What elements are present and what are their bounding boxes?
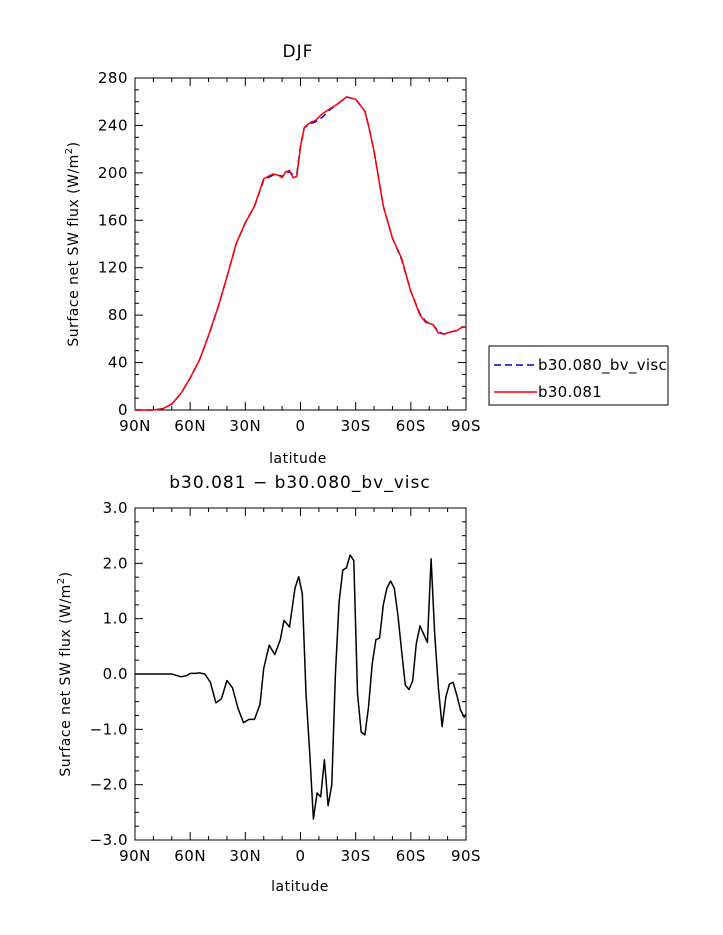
bottom-y-tick-label: −1.0 [90,720,128,738]
top-x-tick-label: 60S [396,417,426,435]
top-series-line-b30-081 [135,96,466,411]
top-chart-title: DJF [283,42,314,62]
bottom-x-tick-label: 60N [174,847,206,865]
bottom-series-line-0 [135,554,467,820]
bottom-y-tick-label: −3.0 [90,831,128,849]
top-y-tick-label: 160 [98,211,128,229]
bottom-y-axis-label: Surface net SW flux (W/m2) [56,571,74,776]
top-x-tick-label: 60N [174,417,206,435]
legend-label-b30-080: b30.080_bv_visc [538,356,667,375]
top-y-tick-label: 240 [98,116,128,134]
top-y-tick-label: 200 [98,164,128,182]
top-x-tick-label: 30S [341,417,371,435]
bottom-y-tick-label: 2.0 [103,554,128,572]
bottom-x-tick-label: 60S [396,847,426,865]
bottom-x-tick-label: 90S [451,847,481,865]
top-plot-frame [134,77,467,411]
top-plot-marks: 90N 60N 30N 0 30S 60S 90S 0 40 80 120 160 200 240 280 [98,69,481,435]
top-x-axis-label: latitude [269,451,327,467]
top-plot: DJF 90N 60N 30N 0 30S 60S 90S 0 40 80 120 160 200 240… [64,42,481,467]
top-y-tick-label: 0 [118,401,128,419]
bottom-x-axis-label: latitude [271,879,329,895]
bottom-y-tick-label: 0.0 [103,665,128,683]
bottom-y-tick-label: −2.0 [90,776,128,794]
top-y-axis-label: Surface net SW flux (W/m2) [64,141,82,346]
top-x-tick-label: 90S [451,417,481,435]
bottom-y-tick-label: 1.0 [103,610,128,628]
bottom-plot-marks: 90N 60N 30N 0 30S 60S 90S −3.0 −2.0 −1.0 0.0 1.0 2.0… [90,499,481,865]
bottom-y-tick-label: 3.0 [103,499,128,517]
bottom-x-tick-label: 90N [119,847,151,865]
bottom-plot: b30.081 − b30.080_bv_visc 90N 60N 30N 0 30S 6… [56,473,481,895]
bottom-x-tick-label: 30S [341,847,371,865]
top-x-tick-label: 30N [229,417,261,435]
legend-box [488,345,669,406]
bottom-plot-frame [134,507,467,841]
legend: b30.080_bv_visc b30.081 [488,345,669,406]
top-y-tick-label: 40 [108,354,128,372]
bottom-chart-title: b30.081 − b30.080_bv_visc [169,473,430,493]
bottom-x-tick-label: 30N [229,847,261,865]
legend-label-b30-081: b30.081 [538,383,602,401]
top-x-tick-label: 90N [119,417,151,435]
top-x-tick-label: 0 [295,417,305,435]
bottom-x-tick-label: 0 [295,847,305,865]
top-y-tick-label: 80 [108,306,128,324]
top-y-tick-label: 280 [98,69,128,87]
top-y-tick-label: 120 [98,259,128,277]
